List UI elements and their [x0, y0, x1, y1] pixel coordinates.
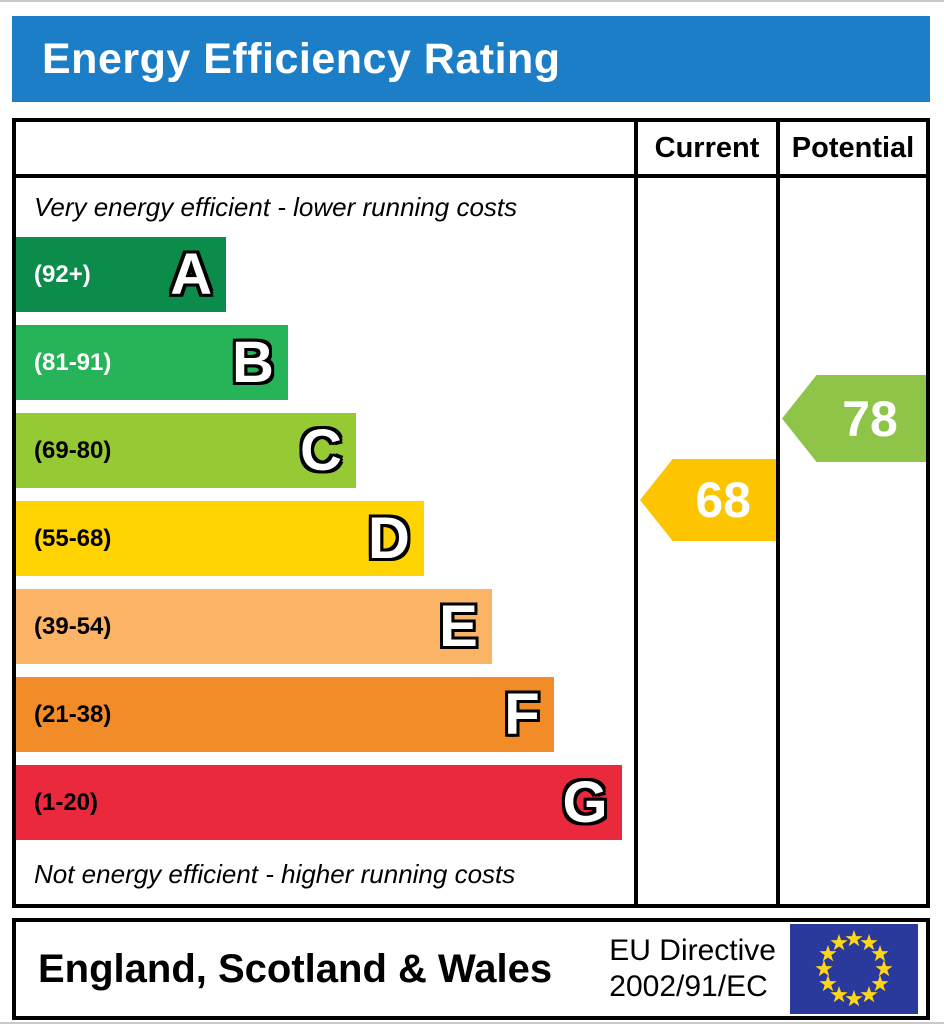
potential-column: Potential 78 [776, 122, 926, 904]
band-bar: (39-54) E [16, 589, 492, 664]
band-row: (69-80) C [16, 413, 634, 488]
bands-list: (92+) A (81-91) B (69-80) C (55-68) D (3… [16, 237, 634, 840]
band-bar: (55-68) D [16, 501, 424, 576]
band-bar: (81-91) B [16, 325, 288, 400]
current-column-header: Current [638, 122, 776, 178]
bands-column-header [16, 122, 634, 178]
band-range-label: (39-54) [34, 612, 112, 640]
band-range-label: (55-68) [34, 524, 112, 552]
bottom-note: Not energy efficient - higher running co… [34, 859, 516, 889]
band-range-label: (1-20) [34, 788, 99, 816]
band-letter: C [300, 418, 342, 483]
band-row: (39-54) E [16, 589, 634, 664]
title-bar: Energy Efficiency Rating [12, 16, 930, 102]
eu-directive-line2: 2002/91/EC [609, 970, 768, 1003]
band-row: (92+) A [16, 237, 634, 312]
bands-column-body: Very energy efficient - lower running co… [16, 178, 634, 904]
rating-table: Very energy efficient - lower running co… [12, 118, 930, 908]
eu-directive-line1: EU Directive [609, 934, 776, 967]
footer-bar: England, Scotland & Wales EU Directive 2… [12, 918, 930, 1020]
potential-column-header: Potential [780, 122, 926, 178]
band-letter: G [562, 770, 608, 835]
band-range-label: (69-80) [34, 436, 112, 464]
band-bar: (92+) A [16, 237, 227, 312]
potential-column-body: 78 [780, 178, 926, 904]
band-bar: (1-20) G [16, 765, 622, 840]
band-letter: B [232, 330, 274, 395]
current-rating-arrow: 68 [640, 459, 776, 541]
current-column: Current 68 [634, 122, 776, 904]
band-letter: F [504, 682, 540, 747]
eu-directive-label: EU Directive 2002/91/EC [609, 933, 776, 1005]
potential-rating-arrow: 78 [782, 375, 926, 462]
band-letter: A [170, 242, 213, 307]
band-row: (1-20) G [16, 765, 634, 840]
band-letter: D [367, 506, 410, 571]
region-label: England, Scotland & Wales [38, 946, 553, 991]
eu-flag-icon [790, 924, 918, 1014]
band-range-label: (21-38) [34, 700, 112, 728]
band-row: (21-38) F [16, 677, 634, 752]
potential-rating-value: 78 [842, 390, 898, 447]
current-column-title: Current [654, 131, 760, 164]
page-title: Energy Efficiency Rating [42, 34, 561, 83]
top-note: Very energy efficient - lower running co… [34, 192, 518, 222]
bands-column: Very energy efficient - lower running co… [16, 122, 634, 904]
band-bar: (69-80) C [16, 413, 356, 488]
current-column-body: 68 [638, 178, 776, 904]
band-row: (81-91) B [16, 325, 634, 400]
band-letter: E [439, 594, 478, 659]
band-bar: (21-38) F [16, 677, 554, 752]
band-range-label: (92+) [34, 260, 91, 288]
potential-column-title: Potential [791, 131, 915, 164]
current-rating-value: 68 [695, 472, 751, 528]
band-range-label: (81-91) [34, 348, 112, 376]
band-row: (55-68) D [16, 501, 634, 576]
